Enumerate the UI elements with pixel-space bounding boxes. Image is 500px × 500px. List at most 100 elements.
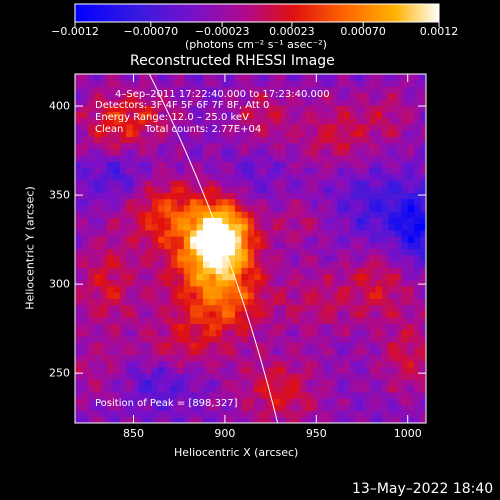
heatmap-cell — [375, 323, 383, 331]
heatmap-cell — [196, 398, 204, 405]
heatmap-cell — [266, 410, 274, 418]
heatmap-cell — [298, 379, 306, 387]
heatmap-cell — [382, 354, 390, 362]
heatmap-cell — [132, 279, 140, 287]
heatmap-cell — [311, 236, 319, 243]
heatmap-cell — [362, 273, 370, 281]
heatmap-cell — [273, 341, 281, 349]
heatmap-cell — [215, 173, 223, 181]
heatmap-cell — [234, 229, 242, 237]
heatmap-cell — [138, 167, 146, 175]
heatmap-cell — [126, 167, 134, 175]
heatmap-cell — [177, 161, 185, 169]
heatmap-cell — [190, 292, 198, 299]
heatmap-cell — [420, 242, 426, 250]
heatmap-cell — [330, 279, 338, 287]
heatmap-cell — [337, 130, 345, 137]
heatmap-cell — [356, 410, 364, 418]
heatmap-cell — [222, 198, 230, 206]
heatmap-cell — [298, 285, 306, 293]
heatmap-cell — [401, 323, 409, 331]
heatmap-cell — [286, 186, 294, 194]
heatmap-cell — [382, 167, 390, 175]
heatmap-cell — [394, 254, 402, 262]
heatmap-cell — [394, 204, 402, 212]
heatmap-cell — [401, 410, 409, 418]
heatmap-cell — [119, 198, 127, 206]
heatmap-cell — [241, 260, 249, 268]
heatmap-cell — [209, 341, 217, 349]
heatmap-cell — [126, 404, 134, 412]
heatmap-cell — [87, 317, 95, 324]
heatmap-cell — [375, 98, 383, 106]
heatmap-cell — [126, 260, 134, 268]
heatmap-cell — [228, 136, 236, 144]
heatmap-cell — [279, 198, 287, 206]
heatmap-cell — [388, 267, 396, 275]
heatmap-cell — [324, 285, 332, 293]
heatmap-cell — [350, 80, 358, 88]
heatmap-cell — [401, 179, 409, 187]
heatmap-cell — [369, 354, 377, 362]
heatmap-cell — [100, 155, 108, 162]
heatmap-cell — [222, 267, 230, 275]
heatmap-cell — [234, 267, 242, 275]
heatmap-cell — [138, 179, 146, 187]
heatmap-cell — [311, 273, 319, 281]
heatmap-cell — [222, 80, 230, 88]
heatmap-cell — [388, 273, 396, 281]
heatmap-cell — [170, 310, 178, 318]
heatmap-cell — [215, 242, 223, 250]
heatmap-cell — [247, 304, 255, 312]
heatmap-cell — [164, 92, 172, 100]
heatmap-cell — [190, 192, 198, 200]
heatmap-cell — [407, 86, 415, 94]
heatmap-cell — [151, 167, 159, 175]
heatmap-cell — [228, 379, 236, 387]
heatmap-cell — [228, 105, 236, 112]
heatmap-cell — [234, 211, 242, 218]
heatmap-cell — [202, 292, 210, 299]
heatmap-cell — [145, 186, 153, 194]
heatmap-cell — [305, 130, 313, 137]
heatmap-cell — [330, 192, 338, 200]
heatmap-cell — [254, 317, 262, 324]
heatmap-cell — [414, 267, 422, 275]
heatmap-cell — [356, 366, 364, 374]
heatmap-cell — [382, 142, 390, 150]
heatmap-cell — [394, 267, 402, 275]
heatmap-cell — [388, 373, 396, 380]
heatmap-cell — [202, 98, 210, 106]
heatmap-cell — [75, 192, 82, 200]
heatmap-cell — [164, 130, 172, 137]
heatmap-cell — [170, 242, 178, 250]
heatmap-cell — [362, 167, 370, 175]
heatmap-cell — [305, 341, 313, 349]
heatmap-cell — [343, 161, 351, 169]
heatmap-cell — [126, 391, 134, 399]
heatmap-cell — [318, 204, 326, 212]
heatmap-cell — [286, 416, 294, 423]
heatmap-cell — [414, 329, 422, 337]
heatmap-cell — [375, 92, 383, 100]
heatmap-cell — [222, 366, 230, 374]
heatmap-cell — [170, 298, 178, 306]
heatmap-cell — [196, 317, 204, 324]
heatmap-cell — [138, 98, 146, 106]
heatmap-cell — [209, 285, 217, 293]
heatmap-cell — [356, 267, 364, 275]
heatmap-cell — [266, 148, 274, 156]
heatmap-cell — [292, 254, 300, 262]
heatmap-cell — [113, 186, 121, 194]
heatmap-cell — [158, 211, 166, 218]
heatmap-cell — [215, 341, 223, 349]
heatmap-cell — [145, 155, 153, 162]
heatmap-cell — [126, 385, 134, 393]
heatmap-cell — [247, 329, 255, 337]
heatmap-cell — [260, 391, 268, 399]
heatmap-cell — [106, 373, 114, 380]
heatmap-cell — [138, 292, 146, 299]
heatmap-cell — [113, 298, 121, 306]
heatmap-cell — [202, 155, 210, 162]
heatmap-cell — [343, 360, 351, 368]
